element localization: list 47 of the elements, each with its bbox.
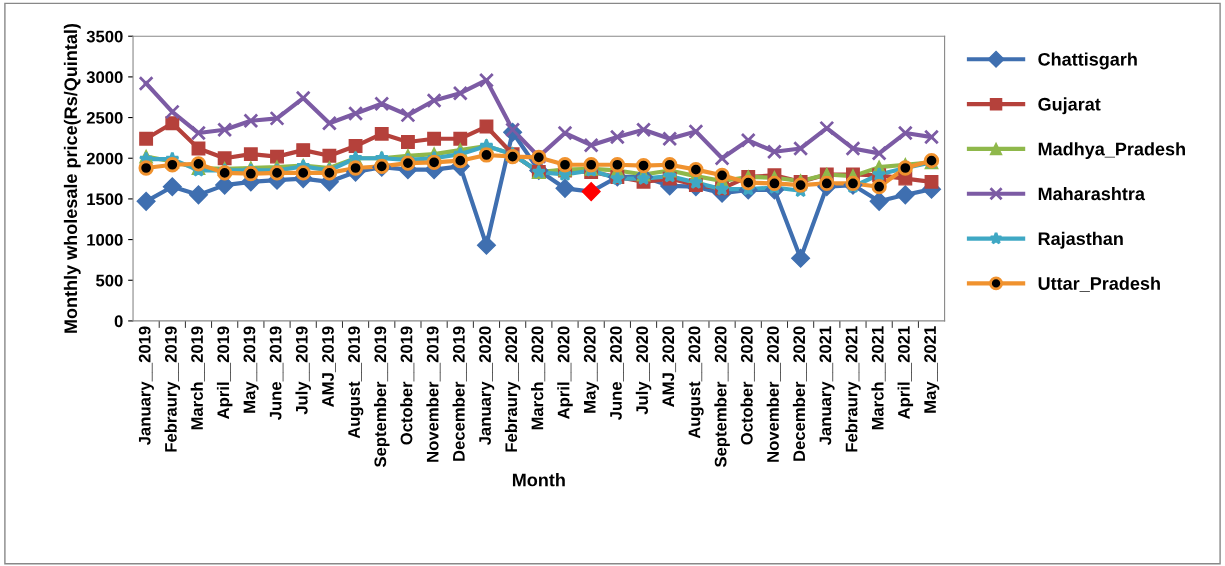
x-tick-label: January__2021 [819, 326, 835, 446]
x-tick-label: December__2020 [792, 326, 807, 461]
x-tick-label: April__2019 [216, 326, 233, 419]
x-tick-label: Febraury__2021 [845, 326, 861, 452]
x-tick-label: May__2019 [243, 326, 259, 413]
x-tick-label: March__2021 [871, 326, 886, 430]
x-tick-label: June__2019 [269, 326, 284, 421]
x-tick-label: Febraury__2019 [164, 326, 181, 452]
x-tick-label: December__2019 [452, 326, 467, 461]
y-tick-label: 3500 [86, 30, 123, 43]
x-tick-label: August__2020 [688, 326, 704, 439]
x-tick-label: July__2019 [295, 326, 311, 415]
legend-label: Maharashtra [1038, 187, 1146, 201]
y-tick-label: 500 [96, 274, 123, 287]
x-tick-label: AMJ_2019 [322, 326, 336, 407]
x-tick-label: May__2021 [924, 326, 940, 413]
x-tick-label: August__2019 [348, 326, 364, 439]
x-tick-label: November__2019 [426, 326, 441, 462]
x-tick-label: April__2020 [557, 326, 573, 419]
x-tick-label: October__2019 [400, 326, 415, 445]
x-tick-label: AMJ_2020 [662, 326, 677, 407]
legend-label: Uttar_Pradesh [1038, 276, 1160, 292]
x-tick-label: May__2020 [583, 326, 599, 413]
legend-label: Rajasthan [1038, 231, 1123, 249]
x-tick-label: April__2021 [897, 326, 914, 419]
y-tick-label: 3000 [86, 71, 123, 84]
legend-label: Chattisgarh [1038, 52, 1137, 70]
y-tick-label: 1500 [87, 193, 123, 206]
x-tick-label: March__2020 [531, 326, 546, 430]
legend-label: Gujarat [1038, 97, 1101, 115]
x-tick-label: Febraury__2020 [504, 326, 521, 452]
y-axis-title: Monthly wholesale price(Rs/Quintal) [63, 23, 81, 333]
x-tick-label: January__2019 [138, 326, 154, 446]
y-tick-label: 2500 [86, 111, 123, 124]
x-tick-label: June__2020 [610, 326, 624, 421]
y-tick-label: 2000 [86, 152, 123, 165]
x-axis-title: Month [512, 473, 565, 487]
x-tick-label: November__2020 [766, 326, 781, 462]
x-tick-label: January__2020 [479, 326, 495, 446]
x-tick-label: July__2020 [635, 326, 652, 415]
x-tick-label: September__2019 [373, 326, 390, 468]
y-tick-label: 0 [114, 315, 123, 328]
x-tick-label: March__2019 [190, 326, 205, 430]
legend-label: Madhya_Pradesh [1038, 142, 1185, 160]
x-tick-label: September__2020 [714, 326, 730, 468]
x-tick-label: October__2020 [740, 326, 755, 445]
y-tick-label: 1000 [87, 233, 123, 246]
